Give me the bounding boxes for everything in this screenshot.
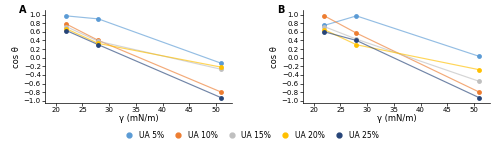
X-axis label: γ (mN/m): γ (mN/m): [118, 115, 158, 123]
Point: [218, 97, 226, 99]
Y-axis label: cos θ: cos θ: [12, 46, 21, 67]
Point: [476, 55, 484, 58]
Point: [94, 39, 102, 42]
Point: [62, 29, 70, 32]
Point: [62, 25, 70, 28]
Point: [352, 39, 360, 42]
Point: [352, 38, 360, 40]
Point: [94, 42, 102, 45]
Point: [476, 69, 484, 71]
Point: [320, 29, 328, 31]
Point: [218, 66, 226, 68]
Point: [94, 44, 102, 46]
Point: [94, 40, 102, 42]
Point: [62, 15, 70, 17]
Point: [352, 15, 360, 17]
Legend: UA 5%, UA 10%, UA 15%, UA 20%, UA 25%: UA 5%, UA 10%, UA 15%, UA 20%, UA 25%: [118, 128, 382, 143]
Point: [218, 91, 226, 93]
Point: [218, 68, 226, 70]
Point: [218, 62, 226, 64]
Point: [320, 25, 328, 28]
Point: [352, 44, 360, 46]
Point: [62, 28, 70, 30]
Point: [94, 18, 102, 20]
Point: [320, 15, 328, 17]
Point: [352, 32, 360, 34]
Point: [476, 91, 484, 93]
Point: [476, 80, 484, 82]
Point: [62, 23, 70, 25]
Point: [320, 24, 328, 27]
Point: [476, 97, 484, 99]
Text: B: B: [277, 5, 284, 15]
X-axis label: γ (mN/m): γ (mN/m): [376, 115, 416, 123]
Point: [320, 31, 328, 33]
Text: A: A: [19, 5, 26, 15]
Y-axis label: cos θ: cos θ: [270, 46, 279, 67]
